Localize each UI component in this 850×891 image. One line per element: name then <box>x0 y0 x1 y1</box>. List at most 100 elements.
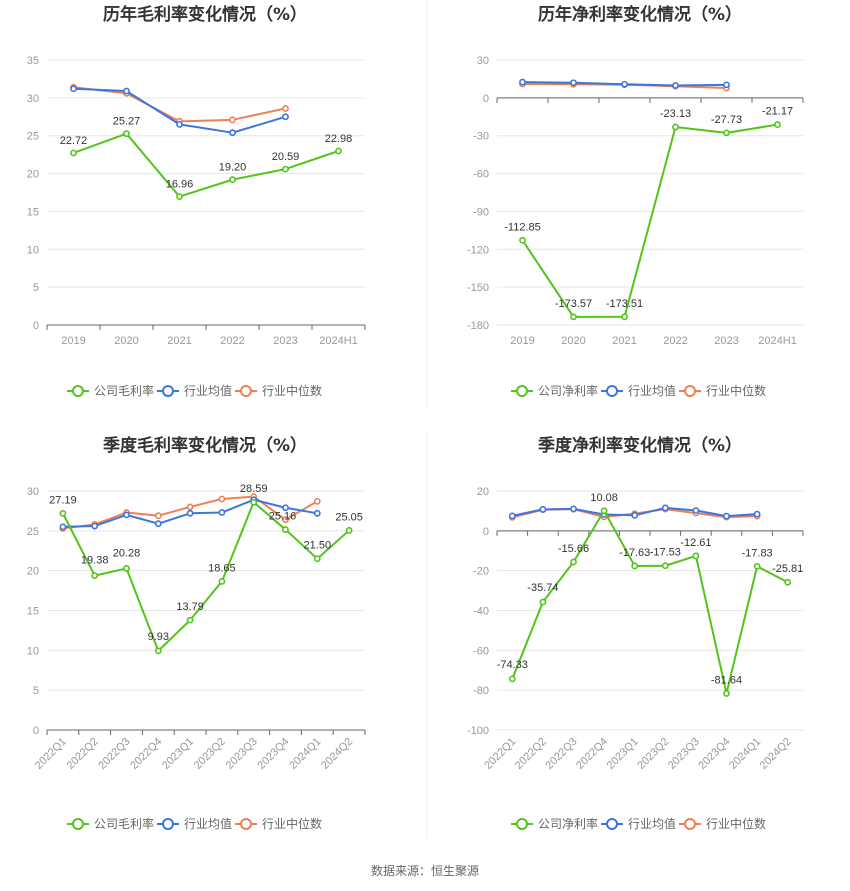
data-label: -112.85 <box>504 221 541 233</box>
legend-label: 公司毛利率 <box>94 383 154 398</box>
legend-marker <box>516 818 528 830</box>
data-point <box>154 647 162 655</box>
legend: 公司净利率 行业均值 行业中位数 <box>511 383 766 398</box>
data-label: -23.13 <box>660 108 691 120</box>
chart-title: 历年毛利率变化情况（%） <box>103 4 307 25</box>
legend-label: 行业均值 <box>184 383 232 398</box>
data-point <box>723 690 730 697</box>
legend-label: 行业均值 <box>628 383 676 398</box>
data-point <box>570 558 577 566</box>
legend-label: 行业均值 <box>184 816 232 831</box>
data-point <box>345 527 353 534</box>
x-tick-label: 2022Q2 <box>513 736 549 772</box>
legend-label: 行业中位数 <box>706 816 766 831</box>
data-point <box>753 510 761 518</box>
x-tick-label: 2024Q1 <box>727 736 763 772</box>
legend-marker <box>516 385 528 397</box>
legend-item[interactable]: 行业均值 <box>157 816 232 831</box>
data-label: 13.79 <box>176 601 204 613</box>
data-label: -35.74 <box>527 582 558 594</box>
data-point <box>335 147 342 155</box>
x-tick-label: 2023 <box>273 335 297 347</box>
y-tick-label: -180 <box>467 320 489 332</box>
legend-marker <box>684 385 696 397</box>
y-tick-label: 5 <box>33 685 39 697</box>
series-line <box>511 509 789 695</box>
data-point <box>123 130 130 138</box>
legend-label: 公司净利率 <box>538 816 598 831</box>
y-tick-label: 10 <box>27 645 39 657</box>
data-point <box>600 507 608 515</box>
y-tick-label: -80 <box>473 685 489 697</box>
data-label: -17.83 <box>741 547 772 559</box>
data-point <box>661 504 669 512</box>
x-tick-label: 2020 <box>114 335 138 347</box>
data-point <box>176 120 183 128</box>
data-label: -27.73 <box>711 114 742 126</box>
data-label: 27.19 <box>49 494 77 506</box>
y-tick-label: 30 <box>27 486 39 498</box>
y-tick-label: 15 <box>27 206 39 218</box>
data-point <box>218 578 226 585</box>
legend-item[interactable]: 行业均值 <box>157 383 232 398</box>
y-tick-label: 20 <box>27 566 39 578</box>
x-tick-label: 2023 <box>714 335 738 347</box>
x-tick-label: 2021 <box>167 335 191 347</box>
y-tick-label: -150 <box>467 282 489 294</box>
legend-item[interactable]: 行业均值 <box>601 816 676 831</box>
data-label: 25.05 <box>335 511 363 523</box>
y-tick-label: -30 <box>473 131 489 143</box>
legend-item[interactable]: 行业均值 <box>601 383 676 398</box>
data-label: -173.51 <box>606 298 643 310</box>
data-point <box>692 507 700 514</box>
data-label: 25.16 <box>269 511 297 523</box>
x-tick-label: 2024Q2 <box>758 736 794 772</box>
data-point <box>229 116 236 124</box>
x-tick-label: 2023Q2 <box>635 736 671 772</box>
legend-marker <box>72 818 84 830</box>
data-label: -21.17 <box>762 106 793 118</box>
legend-item[interactable]: 行业中位数 <box>679 816 766 831</box>
data-point <box>631 562 639 570</box>
chart-1: 历年毛利率变化情况（%） 0 5 10 15 20 25 30 35 2019 2020 2021 20… <box>27 4 366 398</box>
legend-item[interactable]: 行业中位数 <box>235 816 322 831</box>
legend-item[interactable]: 行业中位数 <box>679 383 766 398</box>
x-tick-label: 2024H1 <box>758 335 797 347</box>
data-label: -74.33 <box>497 659 528 671</box>
data-point <box>539 598 547 606</box>
data-point <box>229 129 236 137</box>
data-point <box>154 512 162 520</box>
y-tick-label: -20 <box>473 566 489 578</box>
y-tick-label: 35 <box>27 55 39 67</box>
y-tick-label: 0 <box>33 725 39 737</box>
x-tick-label: 2022Q2 <box>65 736 101 772</box>
legend-item[interactable]: 公司毛利率 <box>67 816 154 831</box>
data-point <box>186 503 194 511</box>
data-point <box>282 516 289 524</box>
series-line <box>62 501 350 652</box>
data-label: 9.93 <box>148 631 169 643</box>
chart-title: 季度净利率变化情况（%） <box>538 435 742 456</box>
data-point <box>218 495 226 503</box>
y-tick-label: 20 <box>27 169 39 181</box>
data-point <box>123 87 130 95</box>
data-point <box>282 105 289 112</box>
x-tick-label: 2022Q3 <box>96 736 132 772</box>
data-point <box>508 675 516 683</box>
legend-item[interactable]: 公司净利率 <box>511 383 598 398</box>
legend-item[interactable]: 公司毛利率 <box>67 383 154 398</box>
y-tick-label: 20 <box>477 486 489 498</box>
legend-marker <box>606 818 618 830</box>
y-tick-label: 5 <box>33 282 39 294</box>
legend-item[interactable]: 行业中位数 <box>235 383 322 398</box>
data-label: -17.53 <box>650 547 681 559</box>
series-line <box>73 132 339 198</box>
x-tick-label: 2022 <box>663 335 687 347</box>
data-point <box>186 616 194 624</box>
data-point <box>313 497 321 505</box>
legend-item[interactable]: 公司净利率 <box>511 816 598 831</box>
data-label: 28.59 <box>240 483 268 495</box>
data-label: 20.59 <box>272 151 300 163</box>
data-label: 20.28 <box>113 547 141 559</box>
data-point <box>661 562 669 570</box>
